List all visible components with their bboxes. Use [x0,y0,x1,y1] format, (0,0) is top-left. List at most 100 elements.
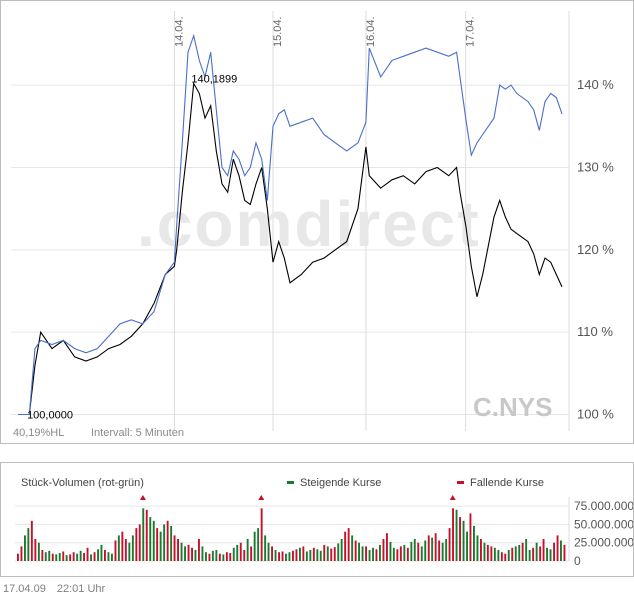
volume-bar [76,553,79,561]
volume-bar [48,550,51,561]
volume-bar [292,550,294,561]
volume-bar [184,546,186,561]
volume-bar [344,531,347,561]
volume-bar [79,550,82,561]
volume-bar [438,540,441,561]
volume-bar [257,528,260,561]
symbol-label: C.NYS [473,392,552,422]
volume-bar [44,552,47,561]
price-chart-panel: 100 % 110 % 120 % 130 % 140 % 14.04. 15.04. 16.… [0,0,634,444]
volume-bar [97,549,99,561]
vol-tick-label: 0 [574,554,581,568]
volume-bar [250,546,253,561]
volume-bar [90,554,92,561]
volume-bar [466,531,468,561]
volume-bar [34,539,37,561]
y-tick-label: 110 % [577,324,613,339]
volume-bar [319,550,322,561]
volume-bar [556,535,559,561]
volume-bar [271,546,273,561]
volume-bar [215,550,218,561]
volume-bar [528,550,531,561]
volume-bar [17,553,19,561]
volume-bar [236,544,239,561]
volume-bar [152,520,155,561]
volume-bar [417,542,420,561]
date-label: 16.04. [365,16,377,47]
volume-bar [83,553,85,561]
volume-bar [191,547,193,561]
volume-bar [295,549,298,561]
volume-bar [30,520,33,561]
volume-bar [372,547,374,561]
legend-up-label: Steigende Kurse [300,477,381,489]
volume-spike-marker [139,495,146,500]
series-line-1 [18,33,563,416]
volume-bar [434,533,437,561]
volume-bar [316,549,319,561]
volume-bar [431,537,434,561]
volume-bar [41,550,44,561]
volume-bar [163,524,166,561]
volume-bar [274,550,277,561]
volume-bar [142,508,145,561]
volume-bar [469,513,472,561]
y-tick-label: 130 % [577,159,614,174]
volume-bar [299,547,301,561]
date-label: 14.04. [173,16,185,47]
volume-bar [476,535,479,561]
volume-bar [138,524,141,561]
footer-time: 22:01 Uhr [56,583,106,595]
date-label: 17.04. [465,16,477,47]
volume-bar [131,535,134,561]
volume-bar [361,546,364,561]
footer-date: 17.04.09 [3,583,46,595]
volume-bar [420,546,423,561]
volume-bar [111,553,113,561]
volume-bar [243,550,246,561]
volume-bar [340,539,343,561]
volume-bar [114,540,117,561]
interval-label: Intervall: 5 Minuten [91,427,184,439]
volume-bar [493,547,496,561]
volume-bar [358,542,360,561]
volume-bar [93,552,96,561]
volume-bar [156,528,159,561]
volume-bar [58,553,61,561]
volume-bar [232,547,235,561]
volume-bar [525,539,528,561]
vol-tick-label: 25.000.000 [574,536,633,550]
volume-bar [511,547,514,561]
legend-down-label: Fallende Kurse [470,477,544,489]
hl-label: 40,19%HL [13,427,64,439]
volume-bar [490,546,493,561]
volume-bar [246,539,249,561]
volume-bar [497,550,500,561]
volume-bar [452,508,454,561]
volume-bar [194,550,197,561]
volume-bar [504,553,507,561]
vol-tick-label: 50.000.000 [574,517,633,531]
volume-bar [351,535,354,561]
volume-bar [37,542,40,561]
chart-footer: 17.04.09 22:01 Uhr [3,583,113,595]
volume-bar [441,542,444,561]
volume-bar [121,531,124,561]
volume-bar [375,549,378,561]
volume-bar [278,552,280,561]
volume-bar [480,539,482,561]
volume-bar [285,553,287,561]
volume-bar [159,531,162,561]
volume-bar [560,540,562,561]
vol-tick-label: 75.000.000 [574,499,633,513]
volume-bar [55,554,58,561]
volume-bar [549,549,552,561]
volume-bar [222,554,225,561]
volume-bar [225,552,228,561]
volume-title: Stück-Volumen (rot-grün) [21,477,144,489]
volume-bar [100,544,103,561]
volume-bar [326,546,329,561]
volume-bar [427,535,430,561]
volume-bar [170,525,173,561]
volume-bar [51,553,54,561]
